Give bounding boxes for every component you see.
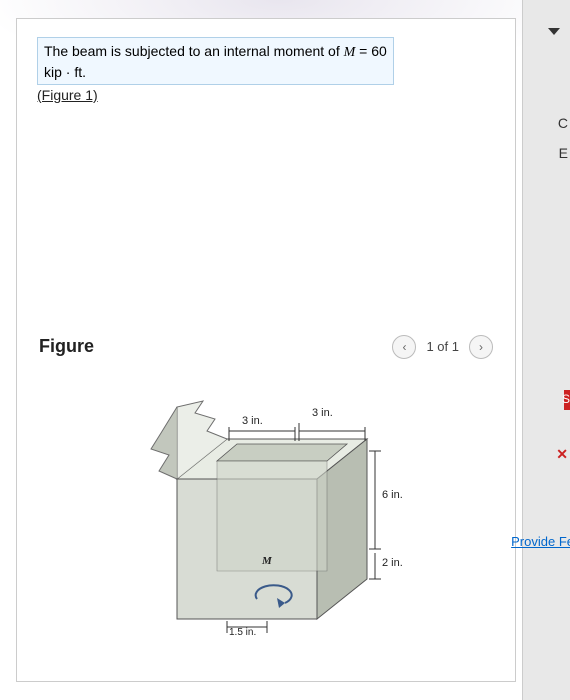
side-letter-e: E — [559, 145, 568, 161]
problem-text: The beam is subjected to an internal mom… — [44, 43, 344, 59]
figure-header: Figure ‹ 1 of 1 › — [37, 335, 495, 359]
moment-var: M — [344, 45, 356, 60]
dim-right-lower: 2 in. — [382, 557, 403, 569]
dim-right-upper: 6 in. — [382, 489, 403, 501]
dropdown-icon[interactable] — [548, 28, 560, 35]
beam-diagram — [117, 389, 437, 649]
moment-label: M — [262, 555, 272, 567]
dim-bottom: 1.5 in. — [229, 627, 256, 638]
right-sidebar — [522, 0, 570, 700]
side-letter-c: C — [558, 115, 568, 131]
prev-button[interactable]: ‹ — [392, 335, 416, 359]
equals: = — [355, 43, 371, 59]
side-letter-x[interactable]: ✕ — [556, 446, 568, 463]
problem-panel: The beam is subjected to an internal mom… — [16, 18, 516, 682]
unit-line: kip · ft. — [44, 64, 86, 80]
figure-link[interactable]: (Figure 1) — [37, 87, 98, 103]
problem-statement: The beam is subjected to an internal mom… — [37, 37, 394, 85]
figure-area: 3 in. 3 in. 6 in. 2 in. 1.5 in. M — [37, 369, 495, 649]
figure-nav: ‹ 1 of 1 › — [392, 335, 493, 359]
side-letter-s: S — [562, 392, 570, 406]
dim-top-left: 3 in. — [242, 415, 263, 427]
provide-feedback-link[interactable]: Provide Fe — [511, 534, 570, 549]
nav-counter: 1 of 1 — [426, 339, 459, 354]
figure-title: Figure — [39, 336, 94, 357]
moment-value: 60 — [371, 43, 387, 59]
next-button[interactable]: › — [469, 335, 493, 359]
dim-top-right: 3 in. — [312, 407, 333, 419]
